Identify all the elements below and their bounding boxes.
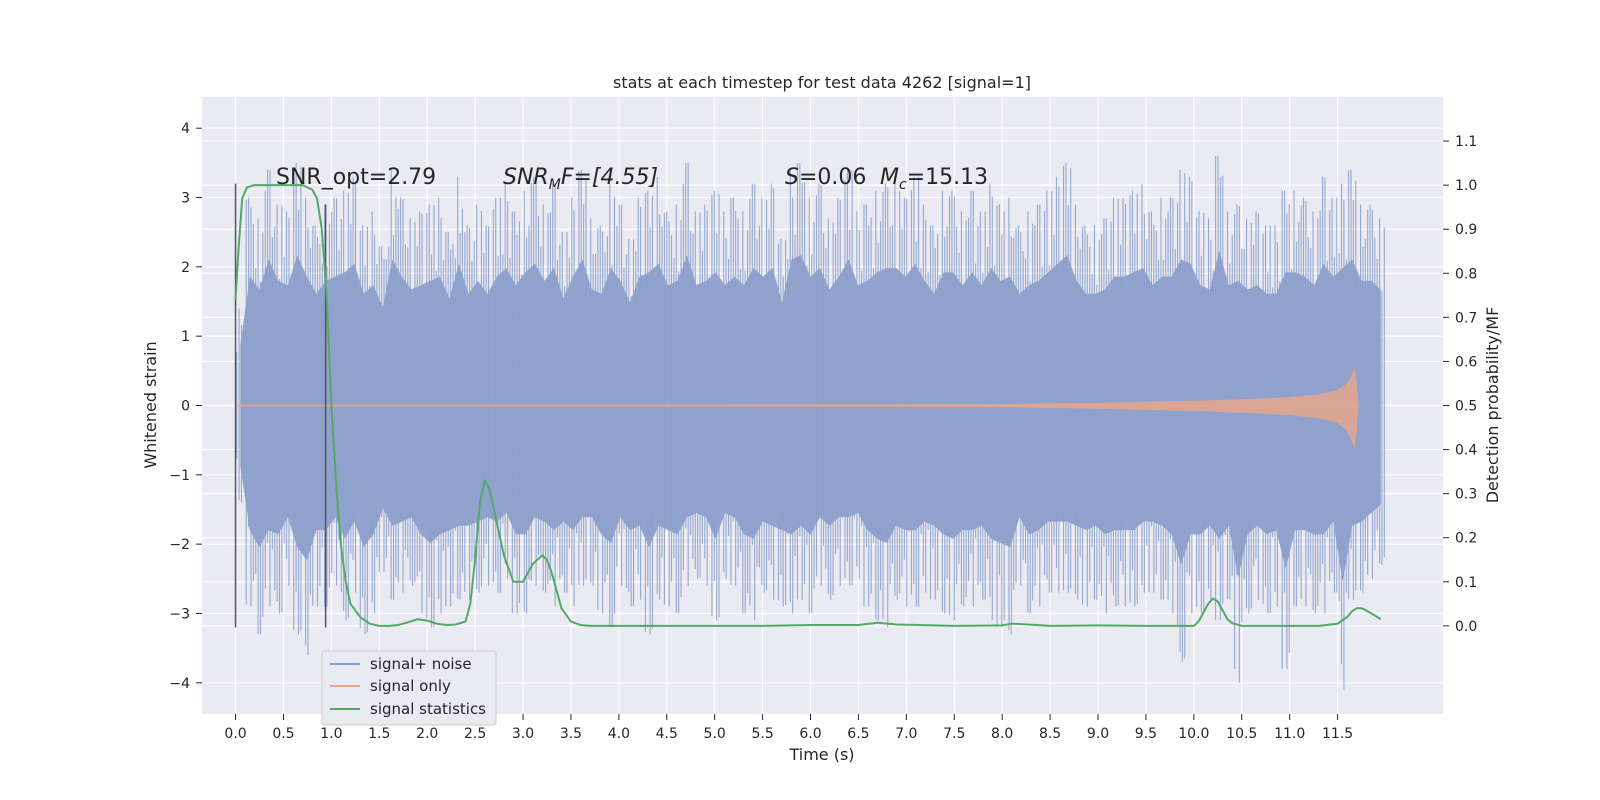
annotation-snr-mf-value: F=[4.55] [561, 165, 658, 190]
y-right-tick-label-1: 1.0 [1455, 178, 1477, 194]
annotation-s: S=0.06 [785, 165, 866, 190]
annotation-snr-mf: SNRMF=[4.55] [503, 165, 658, 193]
legend: signal+ noise signal only signal statist… [321, 650, 497, 726]
legend-label-signal-statistics: signal statistics [370, 700, 486, 718]
annotation-mc: Mc=15.13 [880, 165, 988, 193]
legend-label-signal-noise: signal+ noise [370, 655, 472, 673]
x-tick-label-6: 3.0 [512, 726, 534, 742]
annotation-snr-mf-subscript: M [549, 177, 561, 193]
y-right-tick-label-0: 1.1 [1455, 134, 1477, 150]
annotation-s-value: =0.06 [799, 165, 866, 190]
y-ticks: 4 3 2 1 0 −1 −2 −3 −4 [169, 121, 202, 692]
y-right-tick-label-8: 0.3 [1455, 487, 1477, 503]
x-tick-label-20: 10.0 [1178, 726, 1209, 742]
x-tick-label-7: 3.5 [560, 726, 582, 742]
x-tick-label-15: 7.5 [943, 726, 965, 742]
annotation-mc-subscript: c [899, 177, 907, 193]
x-tick-label-14: 7.0 [895, 726, 917, 742]
chart-title: stats at each timestep for test data 426… [613, 73, 1031, 92]
y-tick-label-0: 4 [181, 121, 190, 137]
y-right-tick-label-9: 0.2 [1455, 531, 1477, 547]
x-axis-label: Time (s) [788, 745, 854, 764]
x-tick-label-12: 6.0 [799, 726, 821, 742]
y-tick-label-7: −3 [169, 606, 190, 622]
y-tick-label-6: −2 [169, 537, 190, 553]
x-tick-label-9: 4.5 [656, 726, 678, 742]
y-tick-label-4: 0 [181, 399, 190, 415]
y-tick-label-8: −4 [169, 676, 190, 692]
x-tick-label-3: 1.5 [368, 726, 390, 742]
y-tick-label-3: 1 [181, 329, 190, 345]
x-ticks: 0.0 0.5 1.0 1.5 2.0 2.5 3.0 3.5 4.0 4.5 5.0 5.5 6.0 6… [224, 714, 1353, 742]
x-tick-label-18: 9.0 [1087, 726, 1109, 742]
signal-statistics-series [234, 184, 1382, 627]
x-tick-label-8: 4.0 [608, 726, 630, 742]
x-tick-label-2: 1.0 [320, 726, 342, 742]
signal-statistics-line [234, 184, 1382, 627]
y-tick-label-1: 3 [181, 191, 190, 207]
legend-box [321, 650, 497, 726]
annotation-mc-value: =15.13 [907, 165, 988, 190]
x-tick-label-10: 5.0 [704, 726, 726, 742]
y-tick-label-5: −1 [169, 468, 190, 484]
x-tick-label-11: 5.5 [751, 726, 773, 742]
x-tick-label-21: 10.5 [1226, 726, 1257, 742]
x-tick-label-5: 2.5 [464, 726, 486, 742]
annotation-s-symbol: S [785, 165, 799, 190]
y-axis-label: Whitened strain [141, 341, 160, 468]
y-right-tick-label-6: 0.5 [1455, 399, 1477, 415]
signal-only-series [235, 367, 1359, 450]
x-tick-label-0: 0.0 [224, 726, 246, 742]
y-right-tick-label-3: 0.8 [1455, 266, 1477, 282]
y-right-tick-label-5: 0.6 [1455, 354, 1477, 370]
y-right-axis-label: Detection probability/MF [1483, 307, 1502, 504]
x-tick-label-4: 2.0 [416, 726, 438, 742]
x-tick-label-19: 9.5 [1135, 726, 1157, 742]
y-right-tick-label-11: 0.0 [1455, 619, 1477, 635]
y-right-tick-label-4: 0.7 [1455, 310, 1477, 326]
y-right-tick-label-10: 0.1 [1455, 575, 1477, 591]
y-right-tick-label-7: 0.4 [1455, 443, 1477, 459]
signal-noise-core [240, 250, 1381, 582]
legend-label-signal-only: signal only [370, 677, 451, 695]
x-tick-label-23: 11.5 [1322, 726, 1353, 742]
x-tick-label-22: 11.0 [1274, 726, 1305, 742]
x-tick-label-17: 8.5 [1039, 726, 1061, 742]
annotation-mc-symbol: M [880, 165, 899, 190]
annotation-snr-opt: SNR_opt=2.79 [276, 165, 436, 190]
y-right-tick-label-2: 0.9 [1455, 222, 1477, 238]
x-tick-label-13: 6.5 [847, 726, 869, 742]
x-tick-label-1: 0.5 [272, 726, 294, 742]
x-tick-label-16: 8.0 [991, 726, 1013, 742]
y-right-ticks: 1.1 1.0 0.9 0.8 0.7 0.6 0.5 0.4 0.3 0.2 0.1 0.0 [1443, 134, 1477, 635]
y-tick-label-2: 2 [181, 260, 190, 276]
signal-only-envelope [235, 367, 1359, 450]
annotation-snr-mf-symbol: SNR [503, 165, 549, 190]
